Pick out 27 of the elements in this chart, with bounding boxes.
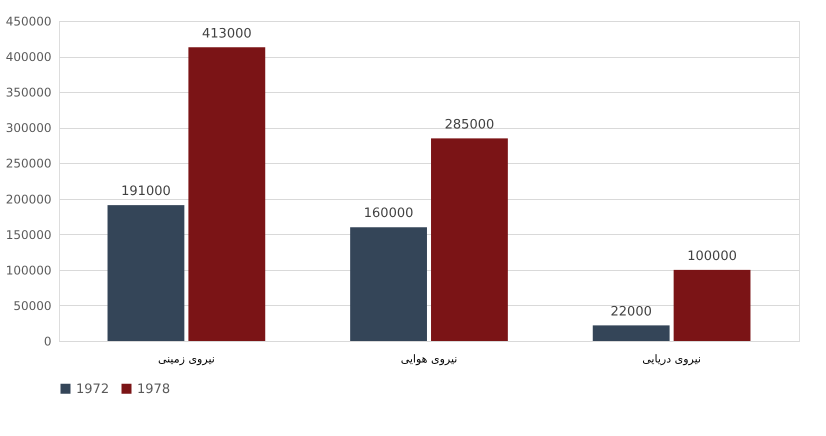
- y-tick-label: 150000: [6, 228, 52, 242]
- data-label: 22000: [610, 304, 652, 320]
- data-label: 413000: [202, 26, 252, 42]
- x-tick-label: نیروی دریایی: [642, 352, 701, 366]
- y-tick-label: 100000: [6, 263, 52, 278]
- legend-label: 1978: [137, 382, 170, 397]
- bar: [108, 205, 184, 341]
- bar: [188, 47, 266, 341]
- y-tick-label: 400000: [6, 50, 52, 64]
- y-tick-label: 300000: [6, 121, 52, 136]
- y-tick-label: 200000: [6, 192, 52, 206]
- x-tick-label: نیروی زمینی: [158, 352, 215, 366]
- x-tick-label: نیروی هوایی: [400, 352, 458, 366]
- y-tick-label: 50000: [13, 298, 52, 313]
- data-label: 285000: [444, 117, 494, 132]
- legend-label: 1972: [76, 382, 110, 397]
- bar: [674, 270, 750, 341]
- y-tick-label: 0: [44, 334, 52, 348]
- data-label: 100000: [687, 248, 737, 264]
- y-tick-label: 450000: [6, 14, 52, 28]
- bar: [350, 227, 427, 341]
- data-label: 160000: [364, 206, 414, 222]
- y-tick-label: 350000: [6, 86, 52, 100]
- y-tick-label: 250000: [6, 156, 52, 171]
- data-label: 191000: [121, 184, 171, 200]
- bar: [592, 325, 670, 341]
- bar: [431, 138, 508, 341]
